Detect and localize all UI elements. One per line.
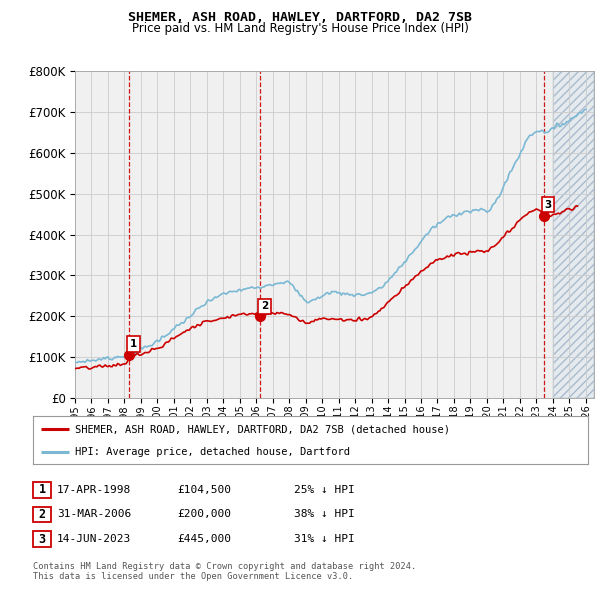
Text: 1: 1 [38,483,46,496]
Text: 2: 2 [38,508,46,521]
Text: £104,500: £104,500 [177,485,231,494]
Text: 31% ↓ HPI: 31% ↓ HPI [294,535,355,544]
Text: Price paid vs. HM Land Registry's House Price Index (HPI): Price paid vs. HM Land Registry's House … [131,22,469,35]
Text: 2: 2 [261,301,268,311]
Text: 31-MAR-2006: 31-MAR-2006 [57,510,131,519]
Text: £445,000: £445,000 [177,535,231,544]
Text: 38% ↓ HPI: 38% ↓ HPI [294,510,355,519]
Text: £200,000: £200,000 [177,510,231,519]
Text: 3: 3 [544,199,551,209]
Text: 1: 1 [130,339,137,349]
Text: 17-APR-1998: 17-APR-1998 [57,485,131,494]
Text: HPI: Average price, detached house, Dartford: HPI: Average price, detached house, Dart… [74,447,350,457]
Text: 25% ↓ HPI: 25% ↓ HPI [294,485,355,494]
Text: 14-JUN-2023: 14-JUN-2023 [57,535,131,544]
Text: 3: 3 [38,533,46,546]
Bar [553,71,594,398]
Bar [553,71,594,398]
Text: SHEMER, ASH ROAD, HAWLEY, DARTFORD, DA2 7SB: SHEMER, ASH ROAD, HAWLEY, DARTFORD, DA2 … [128,11,472,24]
Text: SHEMER, ASH ROAD, HAWLEY, DARTFORD, DA2 7SB (detached house): SHEMER, ASH ROAD, HAWLEY, DARTFORD, DA2 … [74,424,449,434]
Text: Contains HM Land Registry data © Crown copyright and database right 2024.
This d: Contains HM Land Registry data © Crown c… [33,562,416,581]
